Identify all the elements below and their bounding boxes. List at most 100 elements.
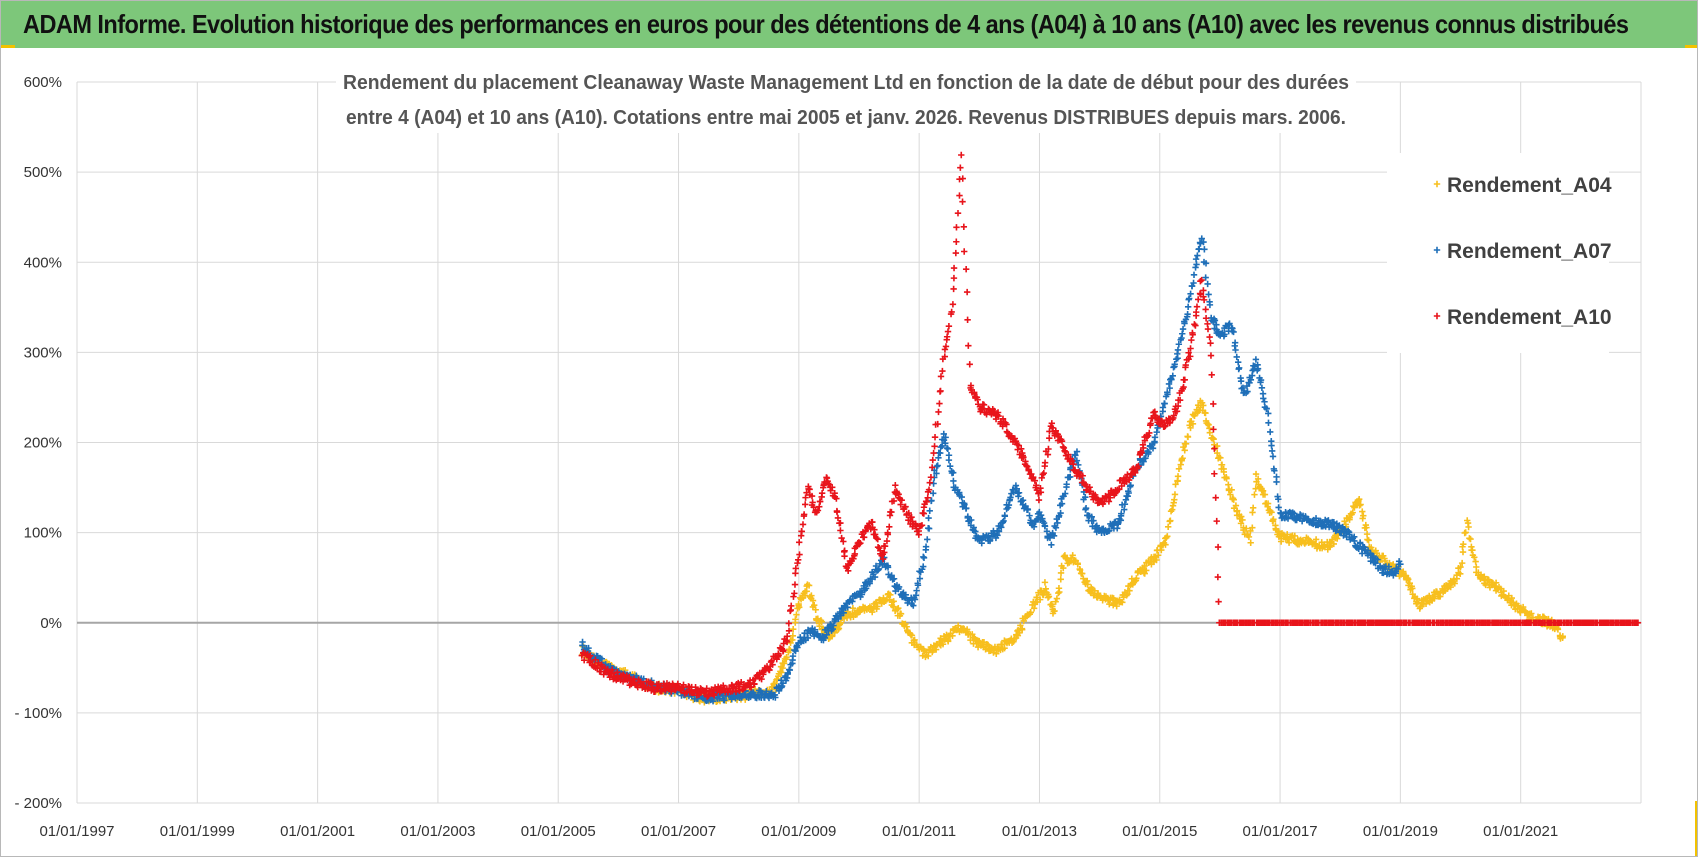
data-point (1125, 488, 1132, 495)
data-point (1191, 321, 1198, 328)
data-point (1465, 523, 1472, 531)
data-point (942, 343, 950, 350)
y-tick-label: 200% (24, 435, 62, 452)
data-point (704, 692, 712, 699)
data-point (1447, 583, 1454, 591)
data-point (1051, 607, 1058, 615)
data-point (1041, 579, 1049, 586)
data-point (959, 198, 966, 205)
data-point (1365, 537, 1372, 544)
data-point (1275, 496, 1282, 503)
data-point (1003, 428, 1011, 435)
data-point (775, 687, 783, 695)
data-point (710, 692, 718, 699)
data-point (1312, 536, 1320, 543)
data-point (796, 551, 803, 558)
data-point (1090, 517, 1097, 524)
data-point (1029, 473, 1037, 481)
data-point (1071, 451, 1079, 458)
data-point (608, 666, 616, 673)
data-point (1080, 575, 1087, 582)
data-point (1405, 576, 1412, 583)
data-point (1268, 447, 1276, 455)
data-point (874, 543, 882, 551)
data-point (945, 323, 953, 330)
x-tick-label: 01/01/2003 (400, 823, 475, 840)
data-point (881, 542, 889, 550)
data-point (933, 470, 940, 477)
data-point (1168, 506, 1176, 513)
data-point (791, 581, 799, 588)
y-tick-label: 400% (24, 254, 62, 271)
data-point (812, 606, 819, 613)
data-point (998, 524, 1005, 531)
data-point (874, 536, 881, 543)
data-point (1202, 306, 1209, 313)
data-point (1247, 376, 1255, 384)
data-point (834, 514, 842, 522)
data-point (910, 602, 917, 609)
data-point (793, 611, 800, 618)
data-point (810, 503, 817, 511)
data-point (1213, 517, 1220, 525)
data-point (1166, 384, 1173, 392)
chart-title-background (336, 67, 1356, 133)
data-point (721, 697, 728, 704)
data-point (789, 652, 797, 660)
data-point (728, 695, 735, 703)
data-point (1106, 527, 1113, 534)
data-point (944, 445, 952, 453)
data-point (837, 519, 844, 527)
data-point (1270, 516, 1277, 523)
data-point (1179, 325, 1187, 333)
series-Rendement_A04 (579, 397, 1566, 706)
data-point (849, 604, 857, 612)
data-point (984, 641, 992, 649)
data-point (920, 554, 928, 562)
series-Rendement_A10 (578, 151, 1642, 700)
data-point (888, 508, 895, 516)
data-point (1204, 420, 1212, 428)
data-point (899, 590, 906, 598)
data-point (1433, 588, 1441, 595)
data-point (1528, 610, 1535, 617)
data-point (962, 266, 970, 273)
data-point (1232, 346, 1239, 354)
data-point (1164, 523, 1172, 531)
data-point (1208, 371, 1215, 379)
data-point (1211, 317, 1219, 324)
data-point (1334, 535, 1341, 542)
data-point (809, 499, 816, 506)
data-point (783, 638, 791, 646)
data-point (818, 618, 825, 626)
data-point (1137, 448, 1144, 455)
data-point (1079, 472, 1086, 479)
data-point (895, 604, 902, 612)
data-point (1451, 580, 1458, 587)
data-point (1173, 408, 1181, 415)
data-point (925, 514, 932, 522)
data-point (1074, 560, 1081, 567)
data-point (798, 528, 805, 535)
data-point (769, 661, 776, 668)
data-point (1190, 271, 1198, 279)
data-point (890, 603, 897, 610)
data-point (1261, 398, 1268, 405)
data-point (841, 547, 848, 554)
data-point (1346, 514, 1353, 521)
data-point (1189, 331, 1196, 338)
data-point (944, 328, 952, 335)
data-point (1257, 376, 1265, 384)
data-point (840, 609, 847, 617)
data-point (925, 486, 933, 493)
data-point (931, 443, 938, 450)
data-point (1063, 481, 1070, 488)
data-point (1176, 396, 1184, 404)
data-point (1234, 507, 1241, 514)
data-point (816, 498, 824, 505)
data-point (943, 333, 951, 340)
data-point (1397, 560, 1404, 568)
header-banner: ADAM Informe. Evolution historique des p… (1, 1, 1697, 48)
data-point (1054, 519, 1061, 527)
